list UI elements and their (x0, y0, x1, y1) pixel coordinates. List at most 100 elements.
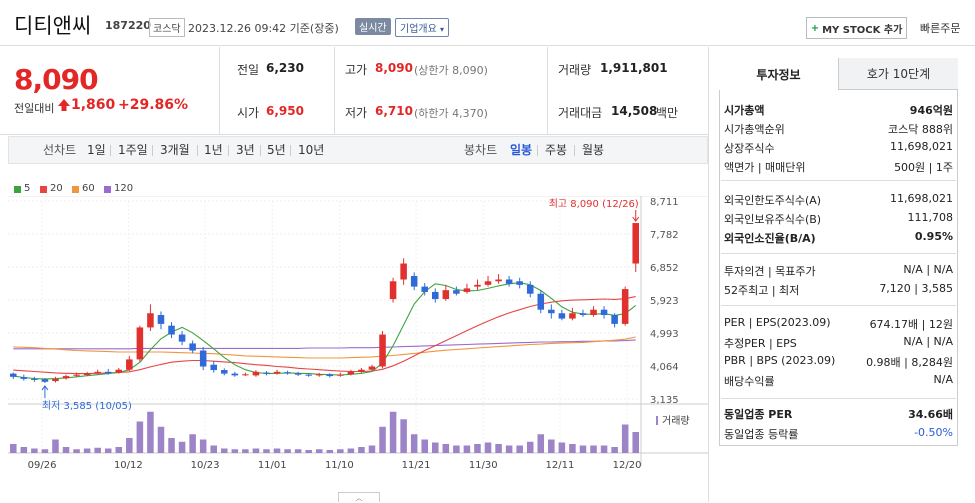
volume-bar (273, 448, 281, 453)
quick-order-link[interactable]: 빠른주문 (920, 22, 961, 35)
candle-body (73, 374, 80, 376)
volume-bar (400, 419, 407, 453)
volume-bar (516, 445, 523, 453)
volume-bar (115, 447, 123, 453)
volume-bar (231, 449, 239, 453)
candle-body (516, 281, 523, 285)
range-1y[interactable]: 1년 (204, 143, 223, 157)
candle-body (62, 376, 70, 379)
panel-separator (721, 253, 956, 254)
price-summary (0, 47, 708, 135)
panel-separator (721, 180, 956, 181)
volume-legend-swatch (656, 416, 658, 425)
volume-bar (252, 448, 260, 453)
panel-row-value: 946억원 (909, 104, 953, 117)
panel-row-label: 상장주식수 (724, 142, 775, 155)
candle-body (199, 350, 207, 367)
separator (152, 145, 153, 156)
panel-row-value: 코스닥 888위 (888, 123, 953, 136)
volume-bar (126, 438, 133, 453)
volume-bar (284, 449, 291, 453)
volume-bar (326, 450, 334, 453)
candle-daily[interactable]: 일봉 (510, 143, 533, 157)
high-value: 8,090 (375, 61, 413, 75)
candle-body (41, 379, 49, 382)
panel-row-label: 시가총액 (724, 104, 765, 117)
ma120-line (13, 339, 636, 350)
tab-investment-info[interactable]: 투자정보 (719, 58, 839, 90)
volume-bar (632, 432, 639, 453)
range-3y[interactable]: 3년 (236, 143, 255, 157)
candle-body (337, 374, 344, 376)
candle-body (115, 369, 123, 373)
volume-bar (611, 447, 618, 453)
y-tick-label: 4,064 (650, 362, 679, 373)
company-overview-label: 기업개요 (400, 24, 437, 35)
stock-header (0, 0, 975, 46)
separator (228, 145, 229, 156)
change-value: 1,860 (71, 97, 116, 113)
candle-body (315, 374, 323, 376)
volume-bar (537, 434, 545, 453)
collapse-handle[interactable]: ︿ (338, 492, 380, 502)
volume-bar (294, 449, 302, 453)
candle-body (31, 378, 38, 380)
range-3m[interactable]: 3개월 (160, 143, 190, 157)
open-value: 6,950 (266, 104, 304, 118)
volume-bar (104, 448, 112, 453)
volume-bar (347, 448, 355, 453)
stock-chart[interactable]: 8,711 7,782 6,852 5,923 4,993 4,064 3,135 09/26… (0, 196, 708, 492)
ma60-line (13, 336, 636, 359)
x-tick-label: 11/21 (402, 460, 431, 471)
candle-body (157, 315, 165, 324)
separator (537, 145, 538, 156)
panel-row-value: N/A (933, 373, 953, 386)
chevron-down-icon: ▾ (440, 25, 445, 34)
panel-row-label: 동일업종 PER (724, 408, 793, 421)
candle-monthly[interactable]: 월봉 (582, 143, 605, 157)
candle-body (495, 279, 502, 282)
volume-bar (178, 441, 186, 453)
x-tick-label: 11/10 (325, 460, 354, 471)
volume-bar (389, 411, 397, 453)
add-mystock-button[interactable]: + MY STOCK 추가 (806, 17, 907, 39)
y-tick-label: 4,993 (650, 329, 679, 340)
volume-bar (432, 442, 439, 453)
candle-body (590, 309, 597, 316)
separator (197, 145, 198, 156)
range-10y[interactable]: 10년 (298, 143, 325, 157)
panel-separator (721, 398, 956, 399)
range-5y[interactable]: 5년 (267, 143, 286, 157)
company-overview-dropdown[interactable]: 기업개요 ▾ (395, 18, 450, 37)
panel-row-label: 52주최고 | 최저 (724, 284, 800, 297)
candle-weekly[interactable]: 주봉 (545, 143, 568, 157)
volume-bar (157, 426, 165, 453)
high-label: 고가 (345, 63, 368, 77)
volume-bar (621, 424, 629, 453)
low-annotation-arrow (41, 385, 49, 391)
candle-body (83, 373, 91, 376)
candle-body (484, 281, 492, 285)
x-tick-label: 10/12 (114, 460, 143, 471)
panel-row-label: PER | EPS(2023.09) (724, 316, 831, 329)
candle-body (221, 370, 228, 374)
volume-bar (569, 444, 576, 453)
panel-row-value: 500원 | 1주 (894, 161, 953, 174)
range-1d[interactable]: 1일 (87, 143, 106, 157)
panel-row-value: 674.17배 | 12원 (869, 318, 953, 331)
x-tick-label: 09/26 (28, 460, 57, 471)
legend-ma60-swatch (72, 186, 79, 193)
realtime-badge[interactable]: 실시간 (355, 18, 391, 35)
prev-close-label: 전일 (237, 63, 260, 77)
candle-body (358, 369, 365, 372)
y-tick-label: 8,711 (650, 197, 679, 208)
tab-quote-10[interactable]: 호가 10단계 (839, 58, 958, 90)
add-mystock-label: MY STOCK 추가 (822, 24, 903, 36)
panel-row-value: 34.66배 (908, 408, 953, 421)
low-label: 저가 (345, 106, 368, 120)
range-1w[interactable]: 1주일 (118, 143, 148, 157)
volume-bar (83, 448, 91, 453)
volume-bar (147, 411, 154, 453)
candle-body (453, 290, 460, 294)
upper-limit: (상한가 8,090) (414, 64, 488, 77)
